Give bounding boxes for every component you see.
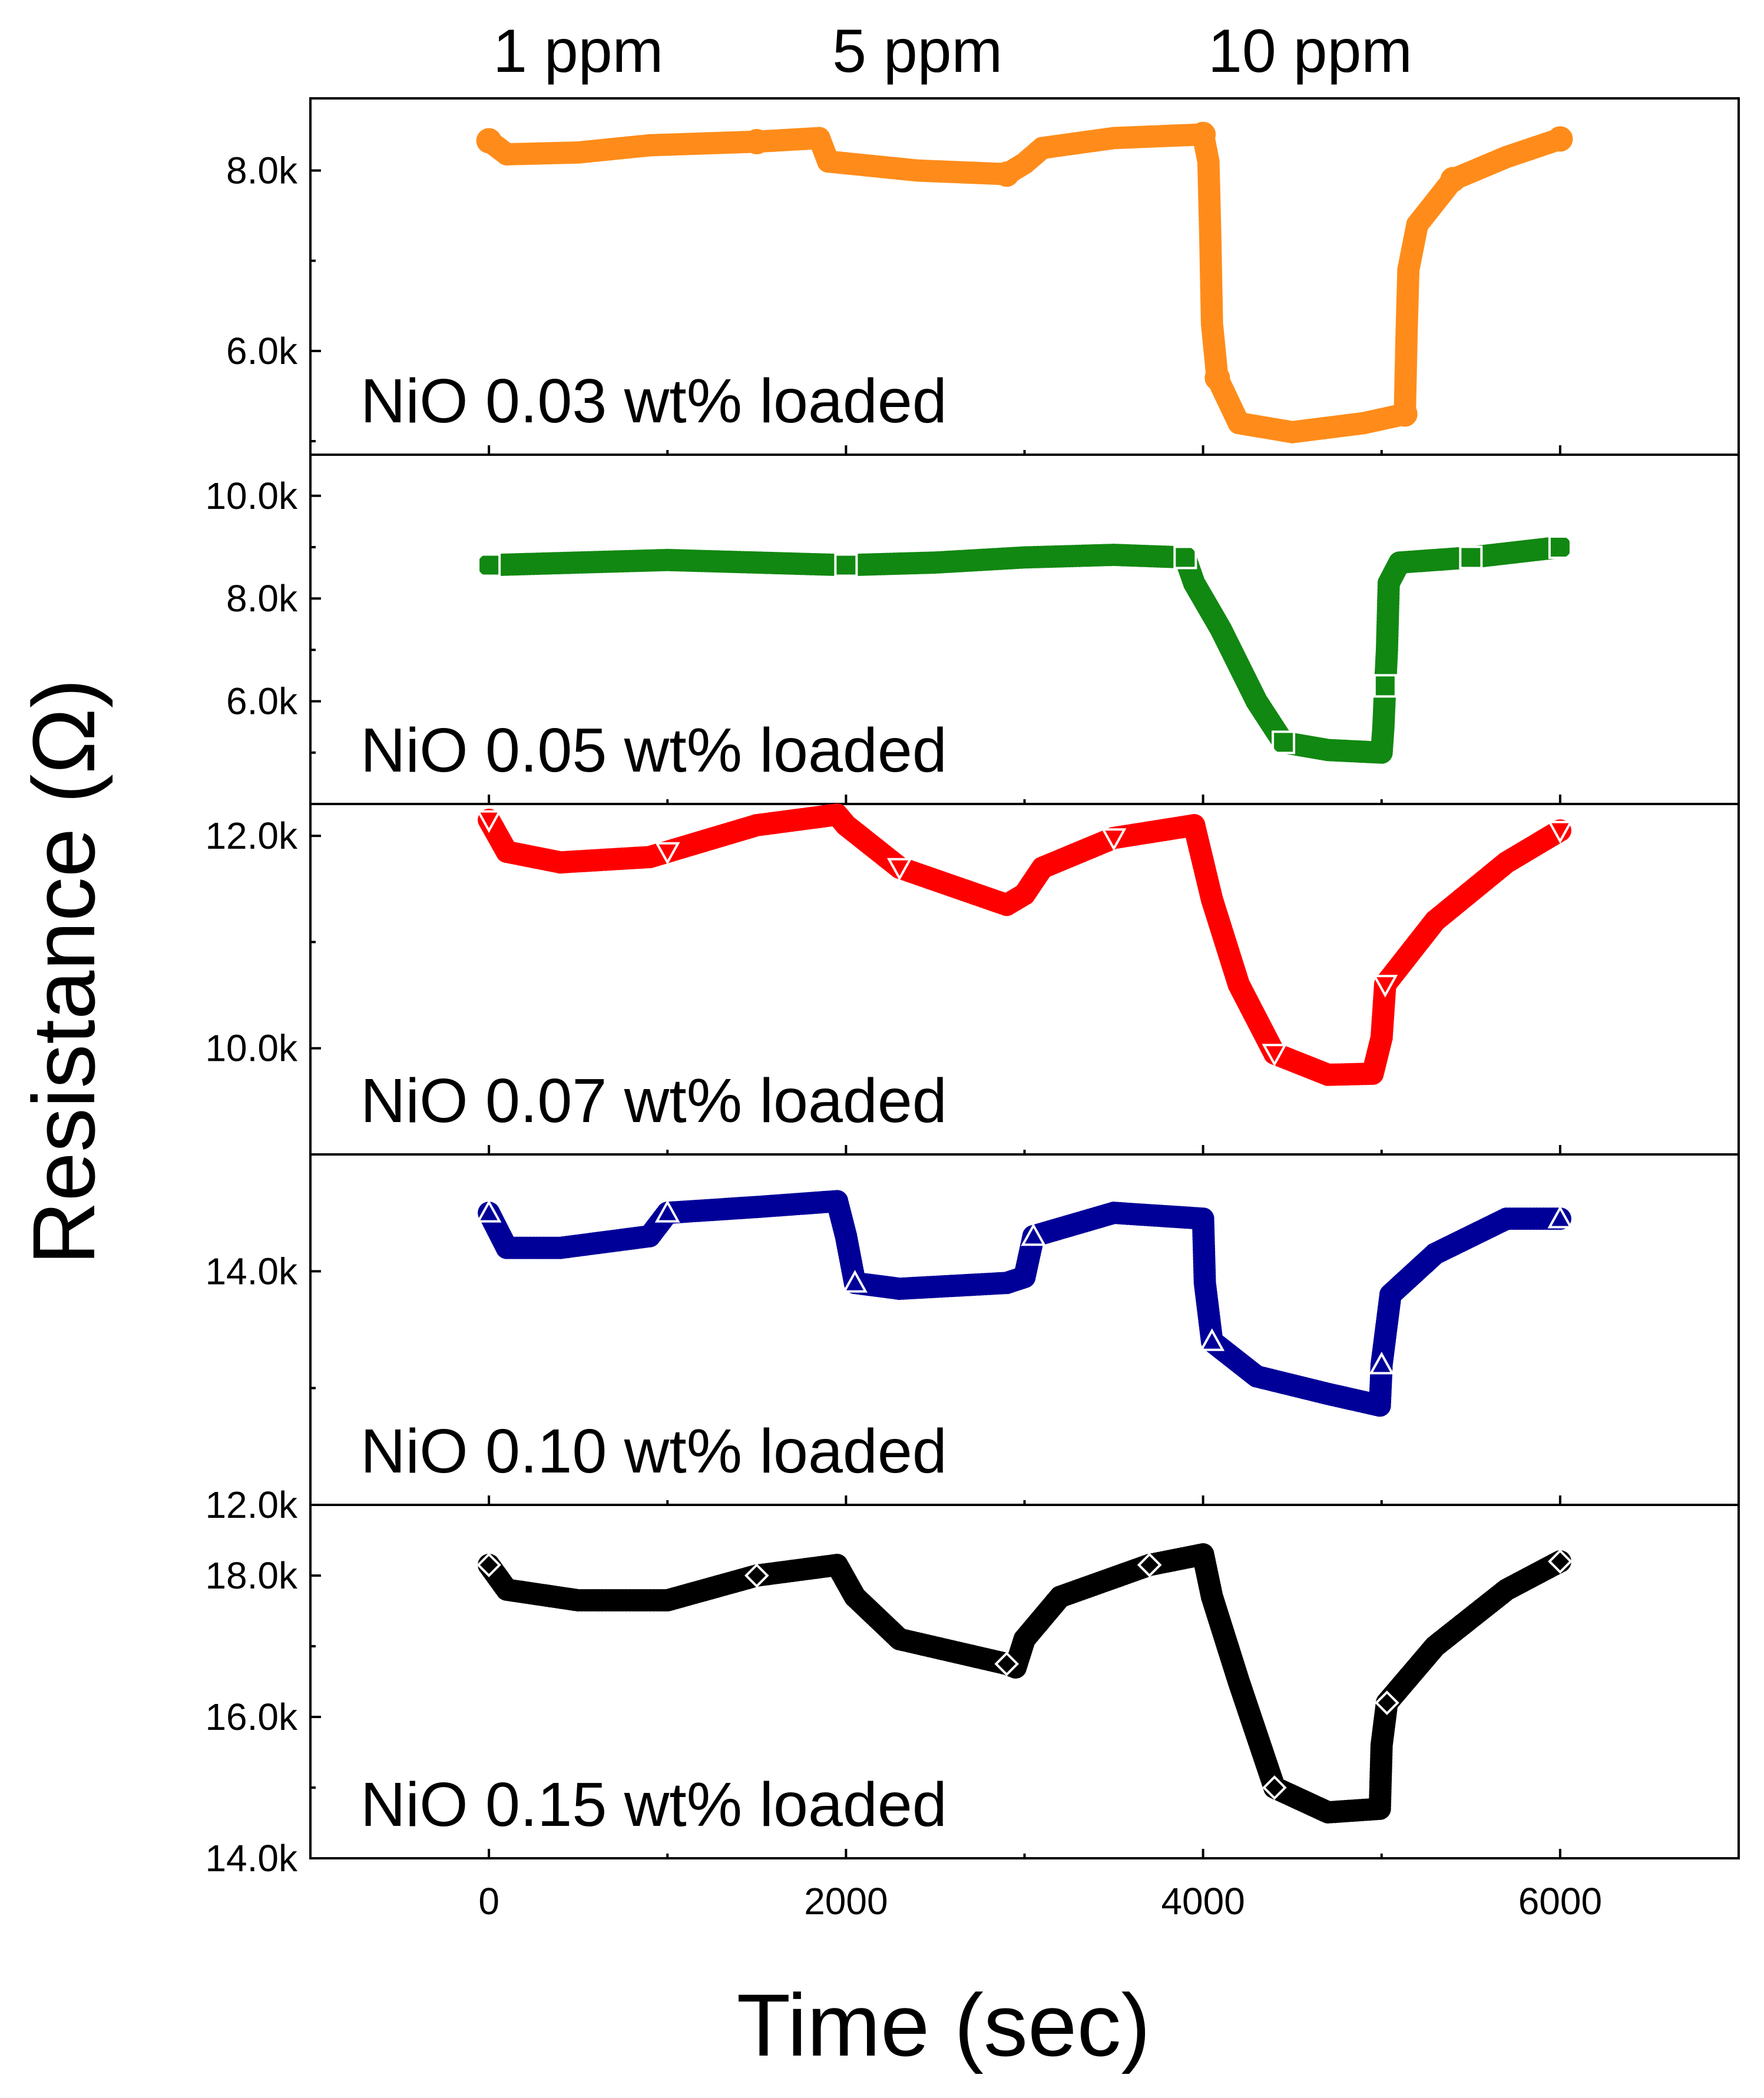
marker-point <box>1137 1553 1162 1577</box>
y-tick-label: 8.0k <box>226 577 298 620</box>
marker-point <box>1272 730 1296 755</box>
marker-point <box>1101 828 1127 851</box>
series-3 <box>476 803 1573 1086</box>
marker-point <box>1547 820 1573 844</box>
x-tick-label: 2000 <box>804 1880 888 1922</box>
marker-point <box>1173 545 1197 570</box>
marker-point <box>1548 535 1572 559</box>
y-tick-label: 14.0k <box>205 1250 298 1292</box>
marker-point <box>1375 1690 1399 1715</box>
panel-label: NiO 0.05 wt% loaded <box>360 716 947 785</box>
marker-point <box>1373 674 1397 698</box>
marker-point <box>994 1652 1020 1676</box>
marker-point <box>1440 167 1466 193</box>
marker-point <box>1392 401 1418 427</box>
panel-label: NiO 0.10 wt% loaded <box>360 1417 947 1486</box>
marker-point <box>476 1553 501 1577</box>
marker-point <box>1021 1223 1047 1246</box>
x-tick-label: 6000 <box>1518 1880 1602 1922</box>
x-tick-label: 0 <box>478 1880 499 1922</box>
series-4 <box>476 1190 1573 1417</box>
marker-point <box>1547 126 1573 152</box>
marker-point <box>1190 121 1216 147</box>
marker-point <box>744 129 770 155</box>
marker-point <box>477 553 501 577</box>
y-tick-label: 6.0k <box>226 330 298 372</box>
marker-point <box>834 553 858 577</box>
series-2 <box>477 535 1572 764</box>
concentration-labels: 1 ppm 5 ppm 10 ppm <box>493 17 1412 85</box>
marker-point <box>1262 1775 1287 1800</box>
x-axis: 0 2000 4000 6000 <box>478 1880 1602 1922</box>
y-tick-label: 12.0k <box>205 1484 298 1526</box>
y-tick-label: 8.0k <box>226 150 298 192</box>
marker-point <box>1199 1328 1225 1351</box>
marker-point <box>1547 1205 1573 1229</box>
marker-point <box>1459 545 1483 570</box>
series-5 <box>476 1543 1573 1824</box>
marker-point <box>886 858 912 881</box>
data-point <box>1548 1207 1571 1230</box>
panel-3: 10.0k 12.0k NiO 0.07 wt% loaded <box>205 803 1740 1156</box>
panel-2: 6.0k 8.0k 10.0k NiO 0.05 wt% loaded <box>205 454 1740 805</box>
panels: 6.0k 8.0k NiO 0.03 wt% loaded 6.0k 8.0k 10.0k… <box>205 97 1740 1879</box>
data-point <box>1548 819 1571 842</box>
y-tick-label: 12.0k <box>205 815 298 857</box>
y-tick-label: 16.0k <box>205 1696 298 1738</box>
marker-point <box>744 1563 769 1588</box>
y-tick-label: 10.0k <box>205 475 298 517</box>
marker-point <box>1548 1549 1573 1574</box>
marker-point <box>1369 1351 1395 1375</box>
concentration-label: 5 ppm <box>832 17 1002 85</box>
marker-point <box>654 1200 680 1223</box>
marker-point <box>476 128 502 154</box>
panel-label: NiO 0.15 wt% loaded <box>360 1770 947 1839</box>
x-tick-label: 4000 <box>1161 1880 1245 1922</box>
panel-5: 14.0k 16.0k 18.0k NiO 0.15 wt% loaded <box>205 1504 1740 1879</box>
marker-point <box>1204 365 1230 391</box>
y-tick-label: 10.0k <box>205 1027 298 1070</box>
y-tick-label: 6.0k <box>226 680 298 723</box>
marker-point <box>476 810 502 833</box>
panel-1: 6.0k 8.0k NiO 0.03 wt% loaded <box>226 97 1740 456</box>
y-axis-title: Resistance (Ω) <box>14 679 113 1265</box>
x-axis-title: Time (sec) <box>737 1975 1151 2074</box>
concentration-label: 1 ppm <box>493 17 663 85</box>
panel-4: 12.0k 14.0k NiO 0.10 wt% loaded <box>205 1153 1740 1526</box>
marker-point <box>476 1200 502 1223</box>
marker-point <box>1262 1044 1288 1067</box>
data-point <box>1548 535 1571 558</box>
marker-point <box>994 161 1020 187</box>
y-tick-label: 18.0k <box>205 1554 298 1597</box>
data-point <box>1548 127 1571 150</box>
marker-point <box>654 842 680 865</box>
panel-label: NiO 0.03 wt% loaded <box>360 366 947 436</box>
marker-point <box>842 1270 868 1293</box>
y-tick-label: 14.0k <box>205 1837 298 1879</box>
concentration-label: 10 ppm <box>1208 17 1412 85</box>
marker-point <box>1372 975 1398 998</box>
panel-label: NiO 0.07 wt% loaded <box>360 1066 947 1136</box>
series-1 <box>476 121 1573 444</box>
data-point <box>1548 1550 1571 1573</box>
